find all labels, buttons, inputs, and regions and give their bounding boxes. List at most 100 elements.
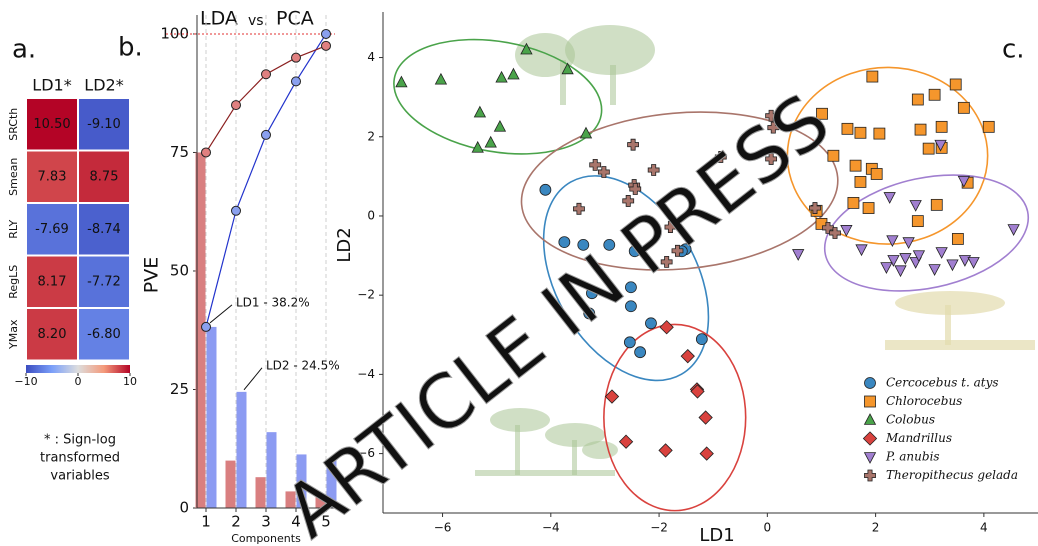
scatter-point (793, 250, 804, 260)
cell-label: 8.17 (38, 274, 67, 289)
scatter-point (950, 79, 961, 90)
row-label: RLY (7, 219, 20, 238)
scatter-point (912, 94, 923, 105)
scatter-point (559, 237, 570, 248)
scatter-point (867, 71, 878, 82)
legend-marker (865, 470, 876, 481)
y-tick-label: 2 (367, 129, 375, 143)
legend-marker (865, 396, 876, 407)
y-tick-label: −2 (357, 288, 375, 302)
scatter-point (850, 160, 861, 171)
scatter-point (958, 102, 969, 113)
scatter-point (855, 176, 866, 187)
y-tick-label: 0 (179, 499, 189, 517)
legend-label: Mandrillus (885, 431, 952, 445)
line-marker (202, 148, 211, 157)
colorbar-tick-label: 10 (123, 375, 137, 388)
scatter-point (660, 321, 673, 334)
colorbar (26, 365, 130, 373)
scatter-point (590, 159, 601, 170)
cell-label: 8.20 (38, 327, 67, 342)
scatter-point (485, 137, 496, 147)
line-marker (292, 77, 301, 86)
colorbar-tick-label: −10 (14, 375, 37, 388)
legend-label: P. anubis (885, 450, 940, 464)
scatter-point (931, 199, 942, 210)
cell-label: 8.75 (90, 169, 119, 184)
column-header: LD2* (84, 76, 123, 95)
y-tick-label: 50 (170, 261, 189, 279)
line-marker (322, 29, 331, 38)
scatter-point (910, 200, 921, 210)
bar (256, 477, 266, 508)
legend-label: Chlorocebus (886, 394, 962, 408)
scatter-point (968, 258, 979, 268)
line-marker (232, 101, 241, 110)
scatter-point (884, 193, 895, 203)
y-tick-label: 0 (367, 208, 375, 222)
y-tick-label: 4 (367, 50, 375, 64)
panel-label: b. (118, 33, 143, 63)
x-tick-label: 1 (201, 513, 211, 531)
row-label: RegLS (7, 265, 20, 299)
title-part: vs. (248, 13, 268, 29)
cell-label: -6.80 (87, 327, 121, 342)
scatter-point (681, 350, 694, 363)
scatter-point (874, 128, 885, 139)
scatter-point (472, 142, 483, 152)
note: variables (50, 469, 109, 484)
row-label: Smean (7, 158, 20, 196)
line-marker (322, 41, 331, 50)
scatter-point (936, 121, 947, 132)
y-tick-label: −4 (357, 367, 375, 381)
legend-label: Colobus (886, 413, 935, 427)
scatter-point (929, 89, 940, 100)
scatter-point (624, 337, 635, 348)
annotation: LD1 - 38.2% (236, 295, 310, 309)
scatter-point (619, 435, 632, 448)
y-tick-label: 75 (170, 143, 189, 161)
scatter-point (659, 444, 672, 457)
legend-marker (865, 378, 876, 389)
column-header: LD1* (32, 76, 71, 95)
y-tick-label: 25 (170, 380, 189, 398)
scatter-point (628, 139, 639, 150)
scatter-point (929, 265, 940, 275)
scatter-point (635, 347, 646, 358)
scatter-point (881, 263, 892, 273)
line-marker (262, 130, 271, 139)
x-tick-label: 2 (872, 521, 880, 535)
scatter-point (936, 248, 947, 258)
scatter-point (573, 203, 584, 214)
scatter-point (947, 260, 958, 270)
scatter-point (895, 266, 906, 276)
bar (267, 432, 277, 508)
title-part: PCA (276, 8, 314, 30)
annotation: LD2 - 24.5% (266, 358, 340, 372)
row-label: YMax (7, 319, 20, 350)
scatter-point (605, 390, 618, 403)
scatter-point (435, 74, 446, 84)
x-tick-label: −2 (650, 521, 668, 535)
x-axis-label: LD1 (699, 525, 734, 546)
scatter-point (1008, 225, 1019, 235)
scatter-point (696, 334, 707, 345)
line-marker (292, 53, 301, 62)
line-marker (232, 206, 241, 215)
scatter-point (983, 121, 994, 132)
cell-label: -9.10 (87, 117, 121, 132)
scatter-point (863, 203, 874, 214)
bar (226, 461, 236, 508)
scatter-point (923, 143, 934, 154)
scatter-point (699, 411, 712, 424)
note: * : Sign-log (44, 433, 116, 448)
cell-label: 7.83 (38, 169, 67, 184)
legend-label: Theropithecus gelada (886, 468, 1018, 482)
scatter-point (494, 121, 505, 131)
legend-label: Cercocebus t. atys (886, 376, 999, 390)
note: transformed (40, 451, 120, 466)
colorbar-tick-label: 0 (75, 375, 82, 388)
annotation-leader (210, 305, 232, 323)
y-axis-label: PVE (141, 257, 163, 293)
x-tick-label: 4 (980, 521, 988, 535)
